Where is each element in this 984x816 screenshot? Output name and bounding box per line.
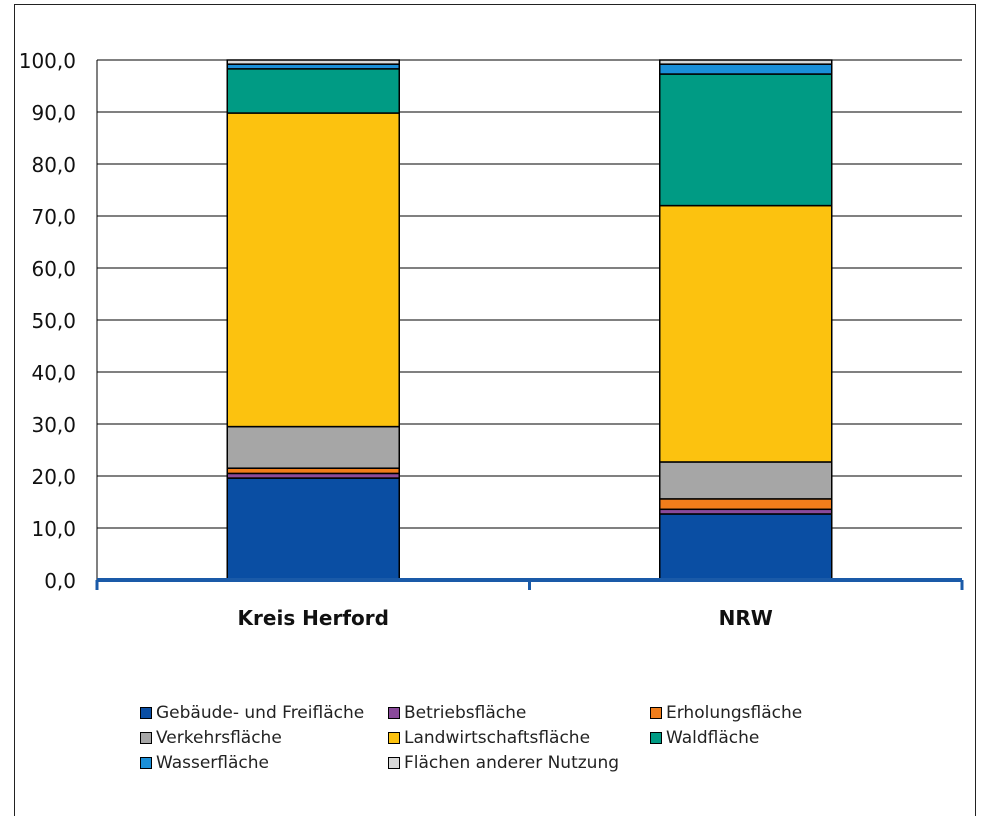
y-tick-label: 10,0	[31, 517, 76, 541]
bar-segment	[226, 425, 400, 469]
legend-swatch	[650, 732, 662, 744]
y-tick-label: 20,0	[31, 465, 76, 489]
bar-segment	[659, 461, 833, 500]
x-axis: Kreis Herford NRW	[95, 578, 964, 630]
legend-label: Wasserfläche	[156, 753, 270, 773]
legend-swatch	[140, 757, 152, 769]
bar-segment	[659, 73, 833, 207]
legend-item: Gebäude- und Freifläche	[140, 703, 364, 723]
bar-segment	[659, 63, 833, 75]
y-tick-label: 40,0	[31, 361, 76, 385]
legend-item: Betriebsfläche	[388, 703, 526, 723]
legend-item: Landwirtschaftsfläche	[388, 728, 590, 748]
legend-swatch	[140, 732, 152, 744]
legend-swatch	[388, 732, 400, 744]
bar-segment	[226, 68, 400, 114]
legend-item: Erholungsfläche	[650, 703, 802, 723]
y-tick-label: 70,0	[31, 205, 76, 229]
y-tick-label: 80,0	[31, 153, 76, 177]
legend-label: Betriebsfläche	[404, 703, 527, 723]
legend-item: Flächen anderer Nutzung	[388, 753, 619, 773]
legend-swatch	[388, 757, 400, 769]
bar-segment	[659, 513, 833, 581]
legend-swatch	[140, 707, 152, 719]
legend-label: Verkehrsfläche	[156, 728, 282, 748]
x-category-label: NRW	[719, 606, 773, 630]
y-tick-label: 50,0	[31, 309, 76, 333]
bar-segment	[226, 112, 400, 428]
legend-swatch	[650, 707, 662, 719]
y-axis: 0,0 10,0 20,0 30,0 40,0 50,0 60,0 70,0 80,0 90,0 1…	[19, 49, 98, 593]
legend-item: Verkehrsfläche	[140, 728, 282, 748]
y-tick-label: 90,0	[31, 101, 76, 125]
legend-label: Waldfläche	[666, 728, 760, 748]
legend-label: Gebäude- und Freifläche	[156, 703, 365, 723]
bar-segment	[659, 204, 833, 463]
y-tick-label: 30,0	[31, 413, 76, 437]
bar-segment	[659, 498, 833, 511]
legend-label: Flächen anderer Nutzung	[404, 753, 620, 773]
legend-item: Wasserfläche	[140, 753, 269, 773]
bar-segment	[659, 59, 833, 65]
bar-segment	[226, 59, 400, 65]
y-tick-label: 0,0	[44, 569, 76, 593]
legend-label: Erholungsfläche	[666, 703, 803, 723]
legend-item: Waldfläche	[650, 728, 759, 748]
x-category-label: Kreis Herford	[238, 606, 389, 630]
bar-segment	[226, 467, 400, 475]
legend-swatch	[388, 707, 400, 719]
legend-label: Landwirtschaftsfläche	[404, 728, 591, 748]
bars	[226, 59, 833, 581]
bar-segment	[226, 477, 400, 581]
y-tick-label: 60,0	[31, 257, 76, 281]
y-tick-label: 100,0	[19, 49, 76, 73]
